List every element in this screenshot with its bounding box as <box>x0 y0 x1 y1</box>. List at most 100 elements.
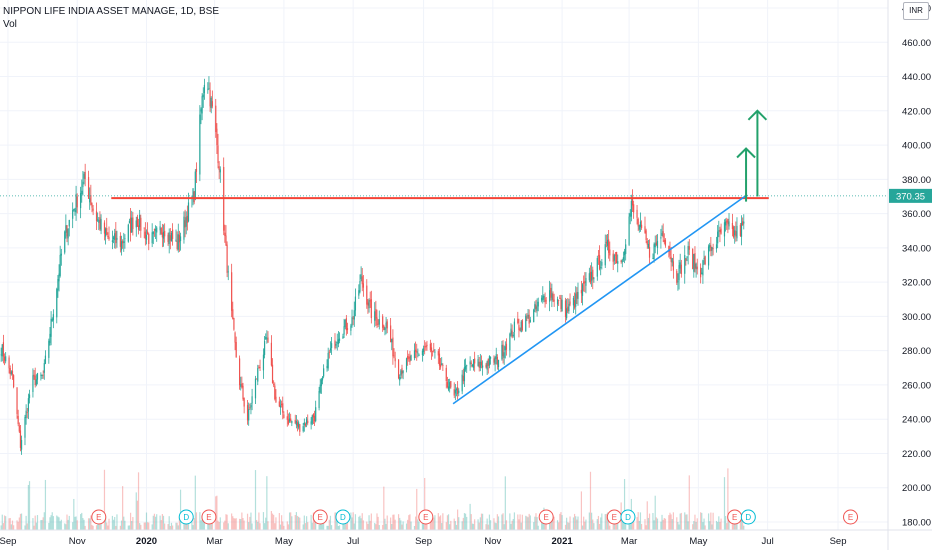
candle-body <box>383 325 385 330</box>
volume-bar <box>709 521 711 530</box>
candle-body <box>176 241 178 250</box>
volume-bar <box>129 512 132 530</box>
candle-body <box>438 353 441 366</box>
volume-bar <box>92 525 94 530</box>
volume-bar <box>20 513 23 530</box>
candle-body <box>653 244 655 260</box>
candle-body <box>81 190 83 195</box>
volume-bar <box>178 517 181 530</box>
volume-bar <box>223 522 225 530</box>
volume-bar <box>617 521 619 530</box>
candle-body <box>259 367 261 369</box>
symbol-title[interactable]: NIPPON LIFE INDIA ASSET MANAGE, 1D, BSE <box>3 6 219 17</box>
candle-body <box>710 245 712 252</box>
event-marker-label: D <box>183 513 189 522</box>
volume-bar <box>243 520 245 530</box>
currency-badge[interactable]: INR <box>903 2 929 20</box>
candle-body <box>485 364 487 368</box>
candle-body <box>270 342 272 366</box>
price-tick-label: 440.00 <box>902 72 931 83</box>
volume-bar <box>703 518 705 530</box>
candle-body <box>239 358 241 386</box>
candle-body <box>116 237 118 240</box>
volume-bar <box>536 517 538 530</box>
volume-bar <box>266 476 268 530</box>
candle-body <box>24 416 26 438</box>
volume-bar <box>177 525 179 530</box>
candle-body <box>36 373 39 380</box>
candle-body <box>726 220 728 223</box>
volume-bar <box>409 514 411 530</box>
volume-bar <box>9 517 11 530</box>
volume-bar <box>647 517 649 530</box>
volume-bar <box>585 519 587 530</box>
volume-bar <box>81 512 83 530</box>
last-price-tag-bg <box>889 188 932 203</box>
volume-bar <box>90 515 92 530</box>
volume-bar <box>143 522 145 530</box>
candle-body <box>545 300 547 302</box>
candle-body <box>271 364 274 384</box>
price-tick-label: 220.00 <box>902 449 931 460</box>
volume-bar <box>378 525 380 530</box>
candle-body <box>606 239 609 246</box>
volume-bar <box>604 514 606 530</box>
volume-bar <box>702 522 704 530</box>
volume-bar <box>249 516 251 530</box>
time-tick-label: Nov <box>484 536 501 547</box>
volume-bar <box>408 515 410 530</box>
volume-bar <box>288 512 291 530</box>
candle-body <box>638 225 640 230</box>
candle-body <box>709 244 711 248</box>
volume-bar <box>116 514 118 530</box>
candle-body <box>511 330 513 338</box>
candle-body <box>496 356 498 365</box>
volume-bar <box>464 513 467 530</box>
volume-bar <box>203 521 205 530</box>
volume-bar <box>219 517 221 530</box>
volume-bar <box>660 521 662 530</box>
candle-body <box>725 221 727 226</box>
time-tick-label: Sep <box>0 536 16 547</box>
candle-body <box>152 231 154 235</box>
currency-label: INR <box>909 6 923 15</box>
event-marker-label: D <box>340 513 346 522</box>
volume-bar <box>105 516 107 530</box>
candle-body <box>580 289 583 294</box>
candle-body <box>660 237 662 239</box>
candle-body <box>439 364 442 368</box>
candle-body <box>323 368 325 377</box>
volume-bar <box>614 521 617 530</box>
candle-body <box>208 87 210 89</box>
candle-body <box>90 195 92 205</box>
candle-body <box>89 198 91 203</box>
price-tick-label: 400.00 <box>902 141 931 152</box>
volume-bar <box>194 475 196 530</box>
volume-bar <box>421 522 424 530</box>
candle-body <box>598 255 601 270</box>
candle-body <box>702 260 704 276</box>
candle-body <box>114 233 116 240</box>
volume-bar <box>743 525 745 530</box>
volume-bar <box>242 518 244 530</box>
candle-body <box>718 230 720 232</box>
volume-bar <box>576 519 578 530</box>
candle-body <box>735 231 737 237</box>
candle-body <box>326 365 328 369</box>
volume-bar <box>246 513 249 530</box>
volume-bar <box>704 525 706 530</box>
candle-body <box>122 241 124 244</box>
volume-bar <box>115 525 117 530</box>
volume-bar <box>159 515 161 530</box>
candle-body <box>693 254 695 272</box>
volume-bar <box>418 521 420 530</box>
candle-body <box>636 209 638 218</box>
last-price-tag: 370.35 <box>0 188 932 203</box>
candle-body <box>156 227 158 233</box>
candle-body <box>402 370 404 374</box>
candle-body <box>115 231 117 244</box>
candle-body <box>353 310 355 320</box>
volume-bar <box>26 523 28 530</box>
candle-body <box>336 342 338 344</box>
